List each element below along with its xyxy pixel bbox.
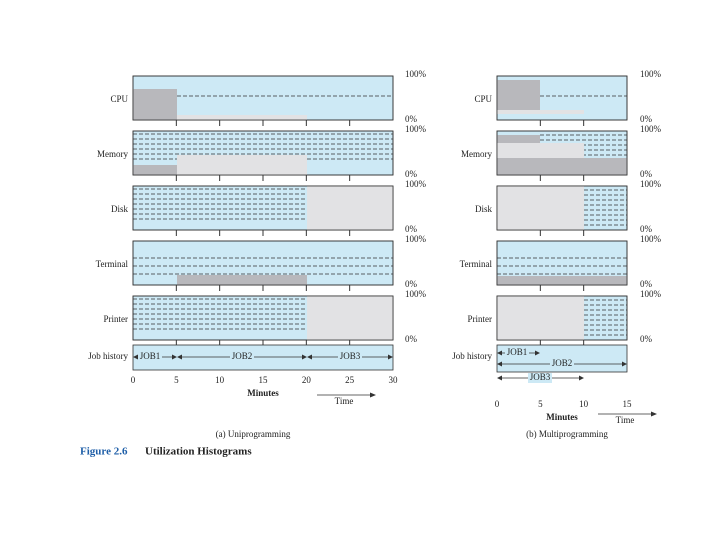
scale-top: 100%: [640, 179, 662, 189]
time-tick: 25: [345, 375, 355, 385]
job-label: JOB1: [140, 351, 161, 361]
utilization: [497, 296, 584, 340]
scale-top: 100%: [405, 289, 427, 299]
arrow-head: [370, 392, 376, 398]
axis-label: Minutes: [247, 388, 279, 398]
utilization: [307, 296, 393, 340]
time-label: Time: [616, 415, 635, 425]
job-label-bg: [550, 359, 574, 369]
row-label: Memory: [461, 149, 492, 159]
scale-bottom: 0%: [640, 114, 653, 124]
scale-top: 100%: [640, 289, 662, 299]
time-tick: 10: [215, 375, 225, 385]
time-tick: 10: [579, 399, 589, 409]
row-frame: [496, 240, 628, 286]
caption: (a) Uniprogramming: [216, 429, 291, 439]
row-label: Job history: [88, 351, 128, 361]
scale-bottom: 0%: [405, 224, 418, 234]
scale-bottom: 0%: [405, 114, 418, 124]
axis-label: Minutes: [546, 412, 578, 422]
utilization: [497, 135, 540, 143]
time-label: Time: [335, 396, 354, 406]
utilization: [177, 155, 307, 175]
row-label: Job history: [452, 351, 492, 361]
utilization: [497, 110, 584, 114]
time-tick: 15: [623, 399, 633, 409]
row-label: Memory: [97, 149, 128, 159]
row-label: CPU: [110, 94, 128, 104]
time-tick: 0: [131, 375, 136, 385]
time-tick: 5: [538, 399, 543, 409]
row-label: Printer: [104, 314, 129, 324]
scale-bottom: 0%: [640, 169, 653, 179]
scale-bottom: 0%: [405, 279, 418, 289]
row-frame: [496, 130, 628, 176]
figure-title: Utilization Histograms: [145, 446, 252, 458]
row-label: Terminal: [96, 259, 129, 269]
utilization: [497, 143, 584, 158]
utilization: [133, 89, 177, 120]
scale-bottom: 0%: [640, 279, 653, 289]
row-frame: [496, 75, 628, 121]
utilization: [177, 115, 307, 120]
job-label-bg: [138, 352, 162, 362]
figure-number: Figure 2.6: [80, 446, 128, 458]
utilization: [133, 165, 177, 175]
scale-top: 100%: [640, 124, 662, 134]
job-label-bg: [230, 352, 254, 362]
scale-bottom: 0%: [405, 169, 418, 179]
time-tick: 0: [495, 399, 500, 409]
job-label: JOB2: [552, 358, 573, 368]
row-frame: [496, 295, 628, 341]
scale-top: 100%: [640, 234, 662, 244]
scale-top: 100%: [405, 234, 427, 244]
time-tick: 20: [302, 375, 312, 385]
utilization: [307, 186, 393, 230]
row-label: Terminal: [460, 259, 493, 269]
job-label: JOB3: [530, 372, 551, 382]
scale-bottom: 0%: [640, 334, 653, 344]
scale-bottom: 0%: [405, 334, 418, 344]
scale-top: 100%: [405, 179, 427, 189]
scale-top: 100%: [640, 69, 662, 79]
utilization: [497, 158, 627, 175]
arrow-head: [133, 354, 177, 360]
utilization: [177, 275, 307, 285]
row-label: Printer: [468, 314, 493, 324]
scale-top: 100%: [405, 124, 427, 134]
row-label: Disk: [111, 204, 129, 214]
row-label: Disk: [475, 204, 493, 214]
caption: (b) Multiprogramming: [526, 429, 608, 439]
time-tick: 30: [389, 375, 399, 385]
job-label-bg: [505, 348, 529, 358]
scale-top: 100%: [405, 69, 427, 79]
time-tick: 5: [174, 375, 179, 385]
utilization: [497, 80, 540, 110]
job-label: JOB1: [507, 347, 528, 357]
scale-bottom: 0%: [640, 224, 653, 234]
arrow-head: [651, 411, 657, 417]
job-label-bg: [338, 352, 362, 362]
row-label: CPU: [474, 94, 492, 104]
job-label-bg: [528, 373, 552, 383]
job-label: JOB2: [232, 351, 253, 361]
utilization: [497, 276, 627, 285]
utilization: [497, 186, 584, 230]
arrow-head: [497, 350, 540, 356]
time-tick: 15: [259, 375, 269, 385]
row-frame: [496, 185, 628, 231]
job-label: JOB3: [340, 351, 361, 361]
